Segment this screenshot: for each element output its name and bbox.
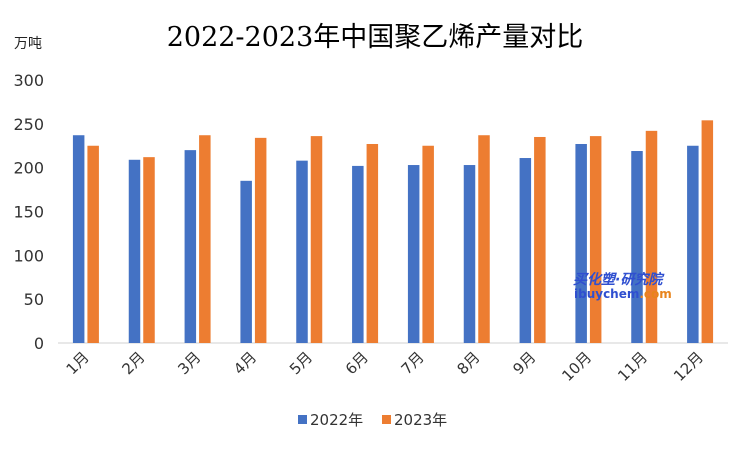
x-tick-label: 4月: [230, 348, 260, 378]
bar-2022年-9月: [519, 158, 532, 343]
x-tick-label: 1月: [63, 348, 93, 378]
y-tick-label: 250: [13, 115, 44, 134]
x-tick-label: 9月: [509, 348, 539, 378]
legend-label: 2022年: [310, 411, 363, 429]
bar-2023年-10月: [589, 136, 602, 343]
bar-2022年-3月: [184, 150, 197, 343]
bar-2022年-12月: [687, 145, 699, 343]
x-tick-label: 10月: [558, 348, 595, 385]
bar-2022年-8月: [463, 165, 476, 343]
bar-2023年-3月: [199, 135, 211, 343]
legend-swatch-2023年: [382, 415, 391, 424]
y-tick-label: 150: [13, 203, 44, 222]
y-tick-label: 300: [13, 71, 44, 90]
bar-2022年-7月: [407, 165, 420, 343]
y-axis-ticks: 0 50 100 150 200 250 300: [13, 71, 44, 353]
legend-label: 2023年: [394, 411, 447, 429]
y-tick-label: 0: [34, 334, 44, 353]
y-tick-label: 100: [13, 246, 44, 265]
bar-2023年-6月: [366, 143, 379, 343]
bar-2022年-2月: [128, 159, 141, 343]
legend: 2022年 2023年: [298, 411, 447, 429]
bar-2023年-1月: [87, 145, 99, 343]
x-axis-ticks: 1月 2月 3月 4月 5月 6月 7月 8月 9月 10月 11月 12月: [63, 348, 707, 385]
x-tick-label: 11月: [614, 348, 651, 385]
y-tick-label: 200: [13, 159, 44, 178]
legend-swatch-2022年: [298, 415, 307, 424]
y-tick-label: 50: [24, 290, 44, 309]
bar-2023年-5月: [310, 136, 323, 343]
x-tick-label: 12月: [670, 348, 707, 385]
bar-2023年-4月: [254, 137, 267, 343]
x-tick-label: 3月: [174, 348, 204, 378]
x-tick-label: 7月: [398, 348, 428, 378]
x-tick-label: 5月: [286, 348, 316, 378]
x-tick-label: 8月: [453, 348, 483, 378]
bar-2023年-7月: [422, 145, 434, 343]
bar-2023年-11月: [645, 130, 658, 343]
bar-2023年-2月: [143, 157, 155, 343]
bar-2022年-4月: [240, 180, 252, 343]
bar-2022年-6月: [352, 165, 364, 343]
watermark-logo-text: 买化塑·研究院: [573, 271, 665, 288]
bar-2022年-5月: [296, 160, 308, 343]
x-tick-label: 2月: [118, 348, 148, 378]
bar-2022年-1月: [72, 135, 85, 343]
bar-2023年-8月: [478, 135, 490, 343]
bar-2022年-10月: [575, 143, 587, 343]
chart-title: 2022-2023年中国聚乙烯产量对比: [167, 22, 584, 53]
watermark: 买化塑·研究院 ibuychem.com: [573, 271, 672, 301]
watermark-url: ibuychem.com: [574, 287, 672, 301]
y-axis-unit: 万吨: [14, 36, 42, 52]
x-tick-label: 6月: [342, 348, 372, 378]
bars: [72, 120, 714, 344]
bar-2023年-12月: [701, 120, 714, 344]
bar-2022年-11月: [631, 151, 643, 343]
bar-2023年-9月: [534, 136, 546, 343]
